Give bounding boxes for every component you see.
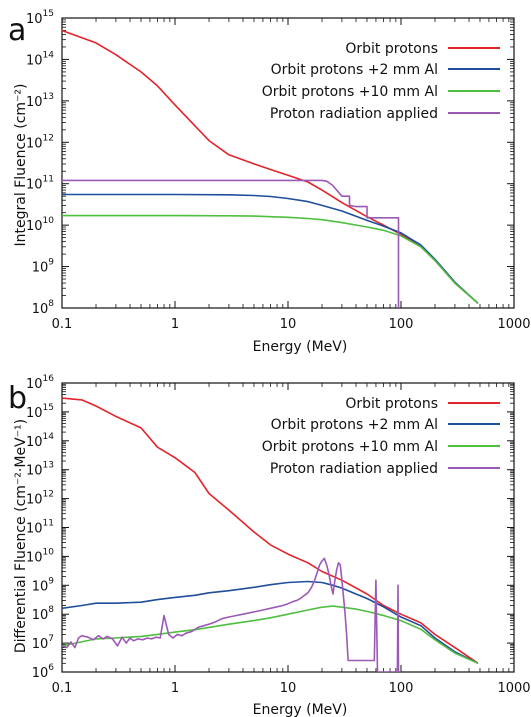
panel-b-series-group [62,397,479,672]
panel-b-x-tick-label: 1000 [497,681,530,696]
panel-a-series-group [62,29,479,308]
panel-a-y-tick-label: 1013 [26,92,54,110]
panel-b-series-orbit-line [62,397,479,664]
panel-a-legend-label: Orbit protons +2 mm Al [271,62,438,78]
panel-b-series-al10-line [62,605,479,665]
panel-a-ylabel: Integral Fluence (cm⁻²) [13,84,29,247]
panel-a-series-al10-line [62,214,479,304]
panel-b-y-tick-label: 107 [32,634,54,652]
panel-b-x-tick-label: 100 [389,681,414,696]
panel-a-legend-label: Orbit protons [345,41,438,57]
panel-a-letter: a [8,13,26,48]
panel-b-xlabel: Energy (MeV) [253,702,348,717]
panel-a-legend-label: Orbit protons +10 mm Al [262,84,438,100]
panel-b-legend-label: Orbit protons +2 mm Al [271,417,438,433]
panel-a-legend-label: Proton radiation applied [270,106,438,122]
panel-b-x-tick-label: 0.1 [52,681,73,696]
panel-a-y-tick-label: 109 [32,258,55,276]
panel-a-y-tick-label: 1010 [26,216,54,234]
panel-b-legend: Orbit protons Orbit protons +2 mm Al Orbit… [262,396,500,477]
panel-b-y-tick-label: 1014 [26,432,54,450]
panel-a-series-applied-line [62,179,400,308]
panel-a-y-tick-label: 1011 [26,175,54,193]
panel-b-series-applied-line [62,557,402,672]
panel-b-y-tick-label: 1011 [26,519,54,537]
panel-a-legend: Orbit protons Orbit protons +2 mm Al Orbit… [262,41,500,122]
panel-a-x-tick-label: 1000 [497,317,530,332]
panel-b-y-tick-label: 109 [32,576,55,594]
panel-b-y-tick-label: 106 [32,663,55,681]
panel-a-integral-fluence: a Integral Fluence (cm⁻²) Energy (MeV) 0… [8,9,531,355]
panel-b-x-tick-label: 10 [280,681,297,696]
panel-b-legend-label: Orbit protons [345,396,438,412]
panel-b-ylabel: Differential Fluence (cm⁻²·MeV⁻¹) [13,419,29,653]
panel-b-y-tick-label: 1013 [26,461,54,479]
panel-a-x-tick-label: 1 [171,317,179,332]
panel-a-x-tick-label: 0.1 [52,317,73,332]
panel-b-letter: b [8,381,27,416]
panel-b-y-tick-label: 108 [32,605,55,623]
panel-a-y-tick-label: 1012 [26,133,54,151]
panel-b-legend-label: Proton radiation applied [270,461,438,477]
panel-a-y-tick-label: 1015 [26,9,54,27]
panel-b-x-tick-label: 1 [171,681,179,696]
panel-a-y-tick-label: 108 [32,299,55,317]
panel-b-y-tick-label: 1015 [26,403,54,421]
panel-b-y-tick-label: 1010 [26,547,54,565]
panel-a-y-tick-label: 1014 [26,50,54,68]
panel-b-y-tick-label: 1012 [26,490,54,508]
panel-a-series-al2-line [62,193,479,304]
panel-b-legend-label: Orbit protons +10 mm Al [262,439,438,455]
panel-b-y-tick-label: 1016 [26,374,54,392]
panel-b-differential-fluence: b Differential Fluence (cm⁻²·MeV⁻¹) Ener… [8,374,531,717]
panel-b-series-al2-line [62,580,479,665]
panel-a-xlabel: Energy (MeV) [253,339,348,355]
panel-a-x-tick-label: 100 [389,317,414,332]
panel-a-x-tick-label: 10 [280,317,297,332]
